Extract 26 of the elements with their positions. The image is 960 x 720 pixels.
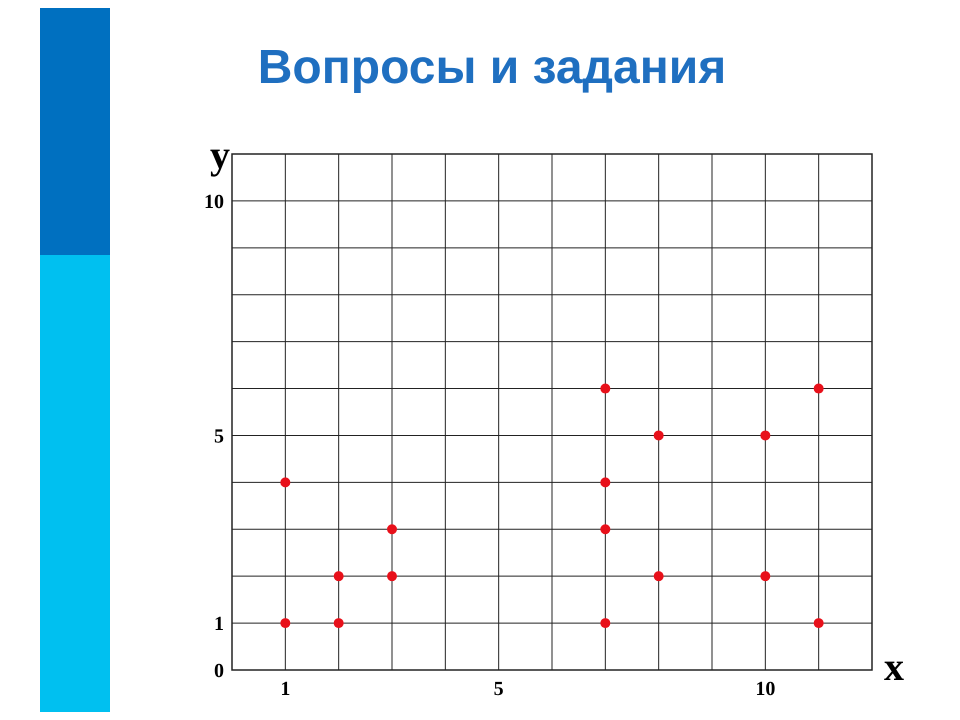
- point: [280, 618, 290, 628]
- point: [760, 430, 770, 440]
- point: [387, 524, 397, 534]
- x-tick-label: 1: [280, 678, 290, 700]
- point: [600, 618, 610, 628]
- y-tick-label: 10: [204, 190, 224, 213]
- y-axis-title: y: [210, 132, 230, 177]
- x-axis-title: x: [884, 644, 904, 689]
- point: [814, 618, 824, 628]
- point: [600, 477, 610, 488]
- point: [334, 571, 344, 582]
- y-tick-label: 1: [214, 613, 224, 636]
- point: [654, 571, 664, 582]
- point: [280, 477, 290, 488]
- point: [600, 524, 610, 534]
- point: [760, 571, 770, 582]
- point: [600, 384, 610, 394]
- point: [334, 618, 344, 628]
- x-tick-label: 5: [494, 678, 504, 700]
- chart-title: Вопросы и задания: [258, 41, 726, 94]
- point: [387, 571, 397, 582]
- y-tick-label: 0: [214, 660, 224, 682]
- point: [814, 384, 824, 394]
- y-tick-label: 5: [214, 425, 224, 448]
- x-tick-label: 10: [755, 678, 776, 700]
- point: [654, 430, 664, 440]
